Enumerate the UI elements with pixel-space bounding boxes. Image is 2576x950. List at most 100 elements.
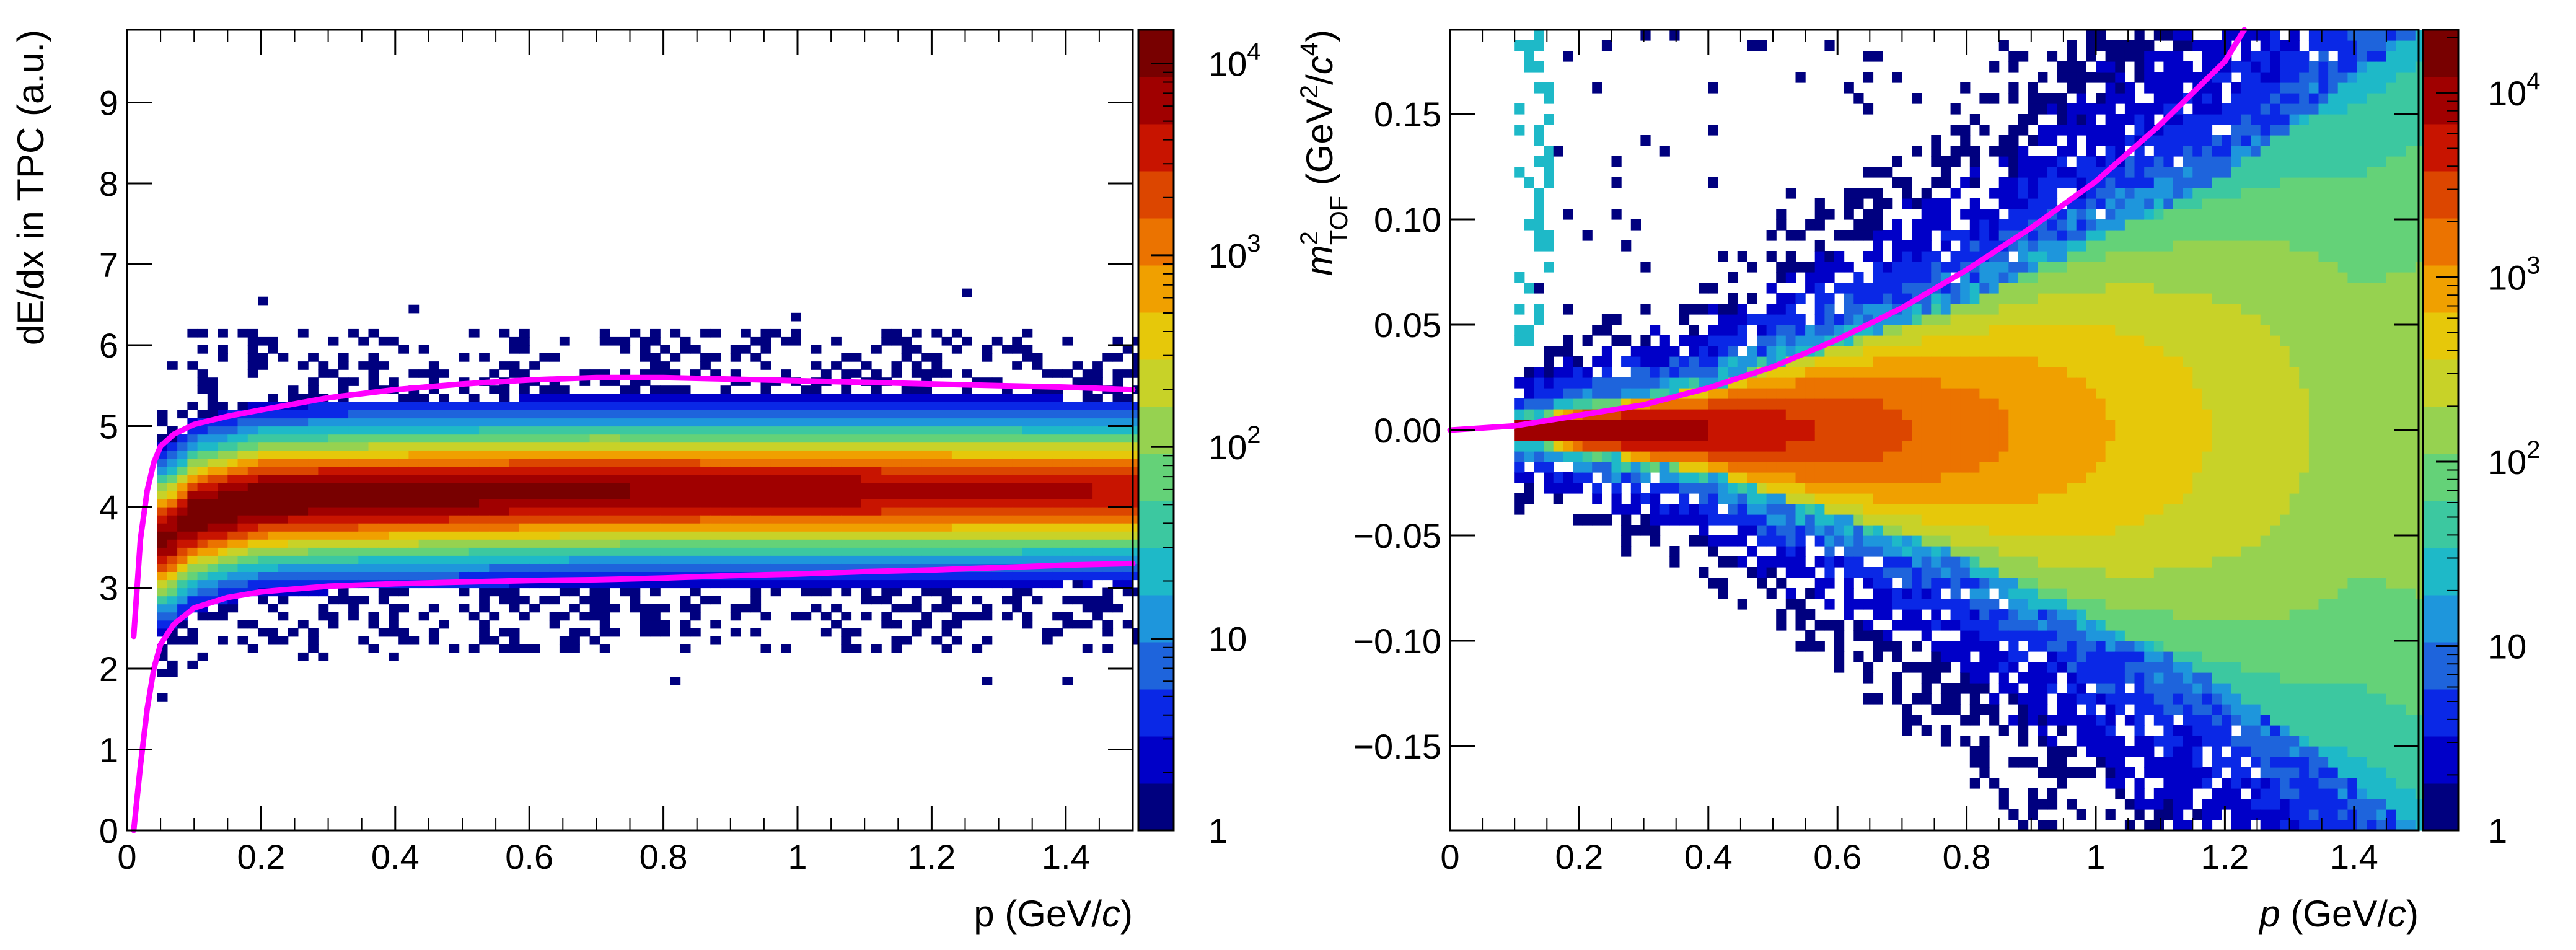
heatmap-cell: [529, 361, 540, 370]
heatmap-cell: [2047, 588, 2058, 599]
heatmap-cell: [227, 426, 239, 435]
heatmap-cell: [881, 507, 892, 516]
heatmap-cell: [1022, 466, 1033, 475]
heatmap-cell: [378, 458, 389, 467]
heatmap-cell: [1524, 335, 1534, 346]
heatmap-cell: [710, 434, 721, 443]
heatmap-cell: [1960, 493, 1971, 504]
heatmap-cell: [1863, 293, 1874, 304]
heatmap-cell: [2028, 114, 2038, 125]
heatmap-cell: [2018, 493, 2029, 504]
heatmap-cell: [2057, 630, 2067, 641]
heatmap-cell: [378, 515, 389, 524]
heatmap-cell: [1757, 504, 1767, 515]
heatmap-cell: [408, 402, 420, 410]
heatmap-cell: [1960, 609, 1971, 620]
heatmap-cell: [237, 507, 248, 516]
heatmap-cell: [891, 498, 902, 508]
heatmap-cell: [338, 523, 349, 532]
heatmap-cell: [1960, 146, 1971, 157]
heatmap-cell: [1102, 458, 1114, 467]
heatmap-cell: [2018, 441, 2029, 452]
heatmap-cell: [1863, 662, 1874, 673]
heatmap-cell: [297, 410, 309, 419]
heatmap-cell: [2047, 356, 2058, 367]
heatmap-cell: [288, 418, 299, 427]
heatmap-cell: [2047, 620, 2058, 631]
heatmap-cell: [187, 587, 198, 597]
heatmap-cell: [157, 482, 168, 491]
heatmap-cell: [1940, 377, 1951, 389]
heatmap-cell: [2008, 651, 2019, 662]
heatmap-cell: [1601, 451, 1612, 462]
heatmap-cell: [1650, 483, 1661, 494]
heatmap-cell: [1032, 402, 1043, 410]
heatmap-cell: [408, 498, 420, 508]
heatmap-cell: [167, 531, 178, 540]
heatmap-cell: [499, 498, 510, 508]
heatmap-cell: [851, 450, 862, 459]
heatmap-cell: [1012, 604, 1022, 613]
heatmap-cell: [1912, 504, 1922, 515]
heatmap-cell: [941, 498, 952, 508]
heatmap-cell: [468, 644, 480, 653]
heatmap-cell: [700, 474, 711, 483]
heatmap-cell: [1747, 40, 1757, 51]
heatmap-cell: [207, 394, 218, 402]
heatmap-cell: [841, 385, 852, 394]
heatmap-cell: [197, 523, 208, 532]
heatmap-cell: [730, 474, 741, 483]
heatmap-cell: [1902, 578, 1912, 589]
heatmap-cell: [921, 450, 932, 459]
heatmap-cell: [187, 571, 198, 581]
heatmap-cell: [368, 458, 379, 467]
heatmap-cell: [1873, 398, 1883, 410]
heatmap-cell: [1979, 409, 1990, 420]
colorbar-swatch: [1138, 171, 1174, 219]
heatmap-cell: [468, 434, 480, 443]
heatmap-cell: [1998, 146, 2009, 157]
heatmap-cell: [1960, 662, 1971, 673]
heatmap-cell: [1814, 514, 1825, 526]
y-tick-label: 1: [99, 730, 118, 769]
heatmap-cell: [358, 426, 369, 435]
heatmap-cell: [237, 579, 248, 589]
heatmap-cell: [328, 620, 339, 629]
heatmap-cell: [278, 636, 289, 645]
heatmap-cell: [1785, 346, 1796, 357]
heatmap-cell: [479, 571, 490, 581]
heatmap-cell: [700, 361, 711, 370]
heatmap-cell: [1814, 430, 1825, 441]
heatmap-cell: [247, 328, 258, 338]
heatmap-cell: [2018, 51, 2029, 62]
heatmap-cell: [1844, 356, 1854, 367]
heatmap-cell: [398, 539, 409, 548]
heatmap-cell: [1805, 325, 1816, 336]
heatmap-cell: [851, 458, 862, 467]
heatmap-cell: [258, 555, 268, 564]
heatmap-cell: [831, 410, 842, 419]
heatmap-cell: [1998, 567, 2009, 578]
heatmap-cell: [1814, 388, 1825, 399]
heatmap-cell: [1883, 535, 1893, 547]
heatmap-cell: [861, 531, 872, 540]
heatmap-cell: [1912, 493, 1922, 504]
heatmap-cell: [1950, 293, 1961, 304]
heatmap-cell: [881, 579, 892, 589]
heatmap-cell: [1998, 398, 2009, 410]
heatmap-cell: [1112, 498, 1123, 508]
heatmap-cell: [1785, 472, 1796, 483]
heatmap-cell: [791, 394, 801, 402]
heatmap-cell: [1853, 599, 1864, 610]
heatmap-cell: [348, 377, 359, 386]
heatmap-cell: [1022, 482, 1033, 491]
heatmap-cell: [2018, 262, 2029, 273]
heatmap-cell: [1824, 367, 1835, 378]
heatmap-cell: [2038, 388, 2048, 399]
heatmap-cell: [911, 596, 922, 605]
heatmap-cell: [972, 450, 983, 459]
heatmap-cell: [479, 523, 490, 532]
heatmap-cell: [811, 361, 822, 370]
heatmap-cell: [1718, 367, 1728, 378]
heatmap-cell: [549, 410, 560, 419]
